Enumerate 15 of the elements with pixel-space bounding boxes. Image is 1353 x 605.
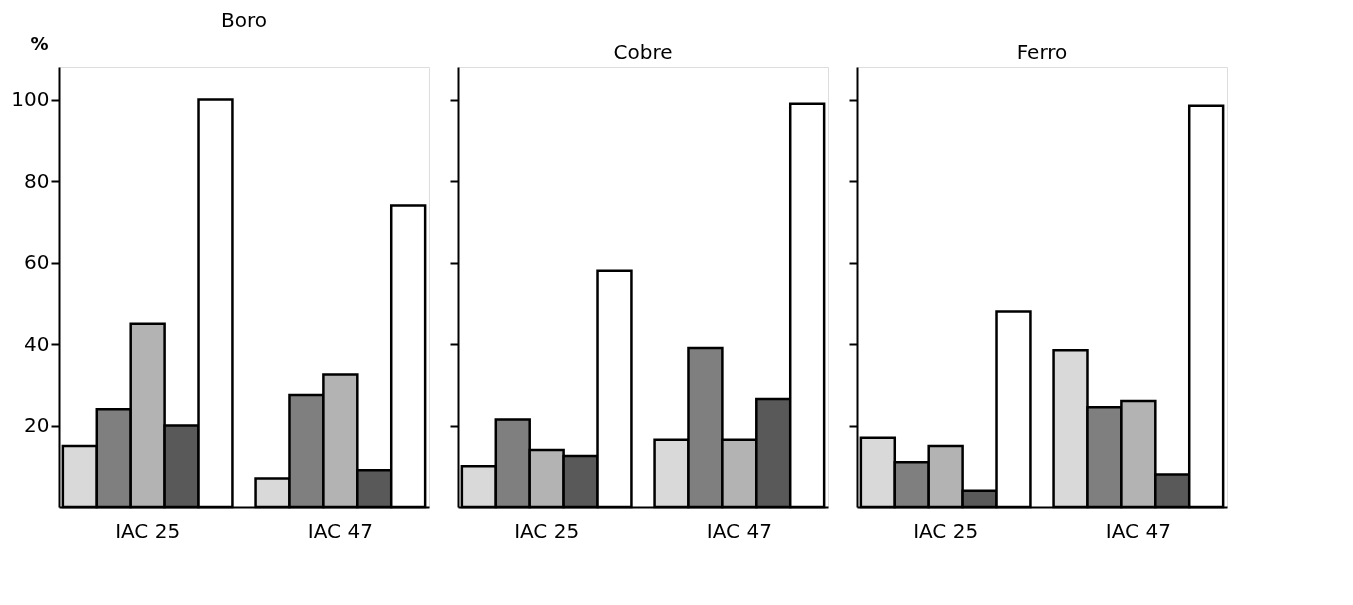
x-tick-label: IAC 47 <box>1105 518 1171 543</box>
x-tick-label: IAC 25 <box>514 518 580 543</box>
y-tick-label: 60 <box>24 250 50 275</box>
chart-title: Ferro <box>1016 40 1068 64</box>
x-tick-label: IAC 47 <box>706 518 772 543</box>
chart-title: Cobre <box>613 40 673 64</box>
x-tick-label: IAC 47 <box>307 518 373 543</box>
x-tick-label: IAC 25 <box>115 518 181 543</box>
y-axis-title: % <box>30 32 49 54</box>
y-tick-label: 80 <box>24 168 50 193</box>
x-tick-label: IAC 25 <box>913 518 979 543</box>
chart-title: Boro <box>221 8 267 32</box>
y-tick-label: 40 <box>24 331 50 356</box>
y-tick-label: 20 <box>24 413 50 438</box>
y-tick-label: 100 <box>11 87 50 112</box>
